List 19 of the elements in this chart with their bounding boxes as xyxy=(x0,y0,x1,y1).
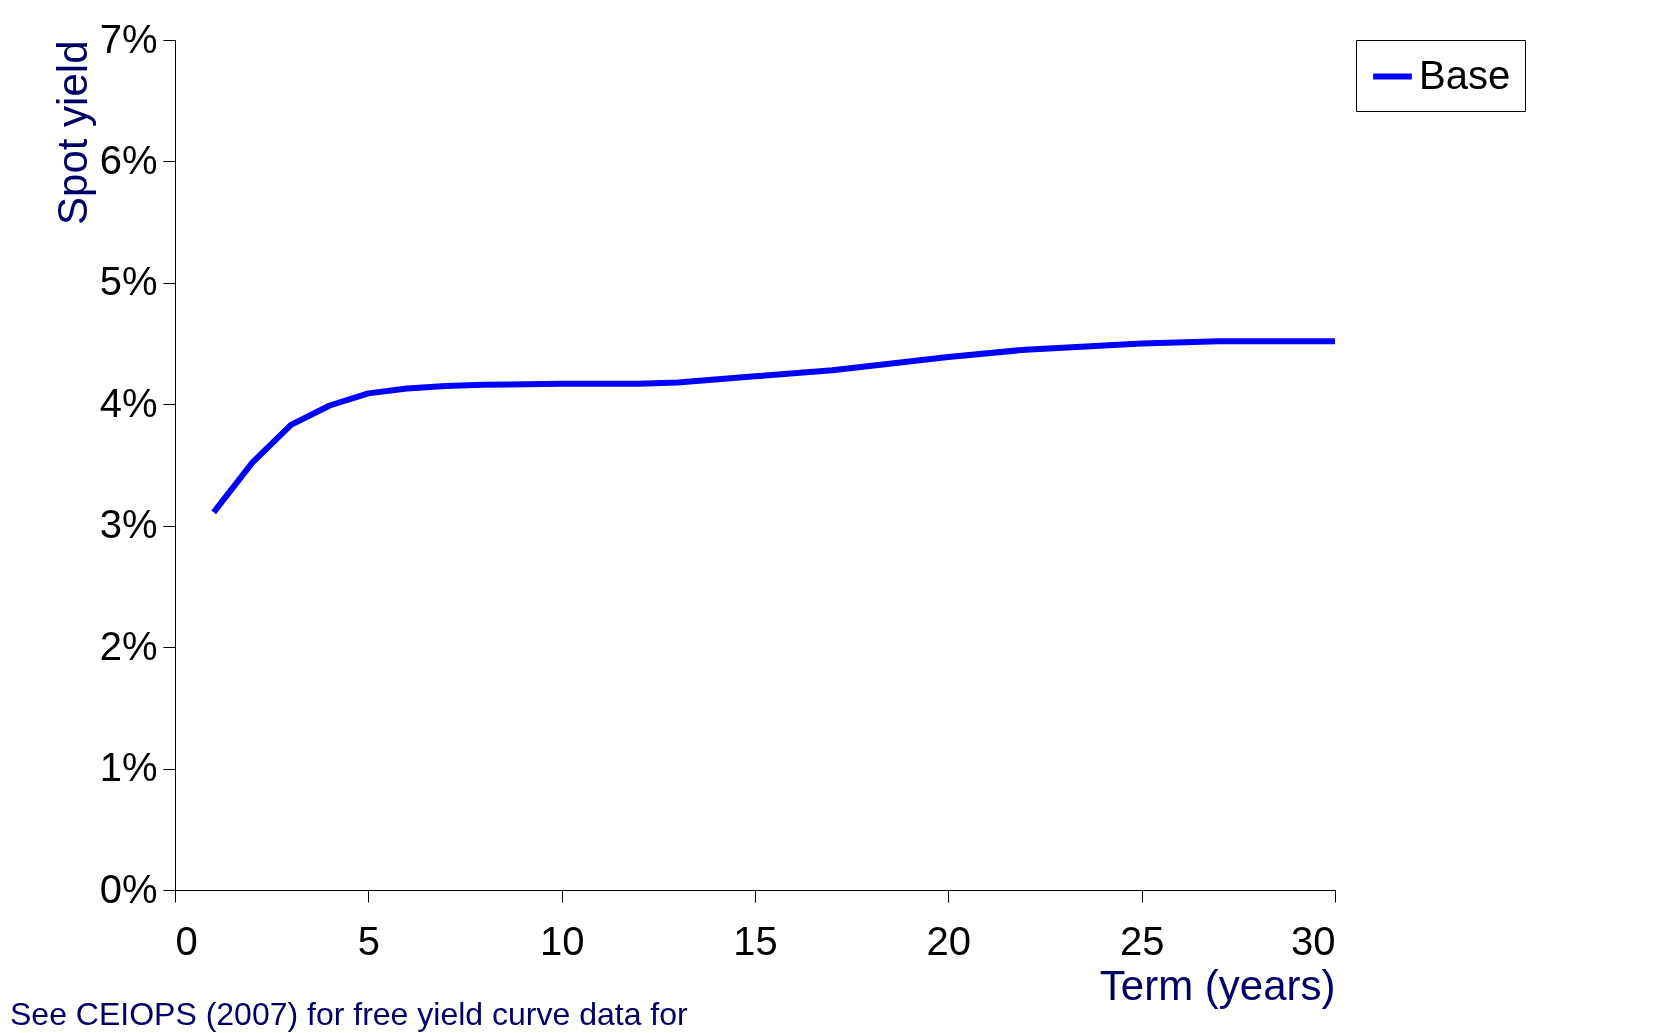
y-tick-label: 7% xyxy=(99,16,158,61)
x-tick-label: 10 xyxy=(539,918,585,963)
y-tick-label: 6% xyxy=(99,137,158,182)
y-tick-label: 0% xyxy=(99,866,158,911)
x-tick-label: 5 xyxy=(357,918,380,963)
text: See CEIOPS (2007) for free yield curve data for xyxy=(10,996,688,1032)
legend-label: Base xyxy=(1419,52,1511,97)
x-axis-title: Term (years) xyxy=(1099,961,1336,1009)
x-tick-label: 25 xyxy=(1119,918,1165,963)
x-tick-label: 15 xyxy=(733,918,778,963)
x-tick-label: 30 xyxy=(1291,918,1336,963)
y-tick-label: 2% xyxy=(99,623,158,668)
y-axis-title: Spot yield xyxy=(48,40,96,225)
y-tick-label: 5% xyxy=(99,259,158,304)
x-tick-label: 0 xyxy=(175,918,198,963)
y-tick-label: 1% xyxy=(99,745,158,790)
y-tick-label: 3% xyxy=(99,502,158,547)
y-tick-label: 4% xyxy=(99,380,158,425)
x-tick-label: 20 xyxy=(926,918,972,963)
